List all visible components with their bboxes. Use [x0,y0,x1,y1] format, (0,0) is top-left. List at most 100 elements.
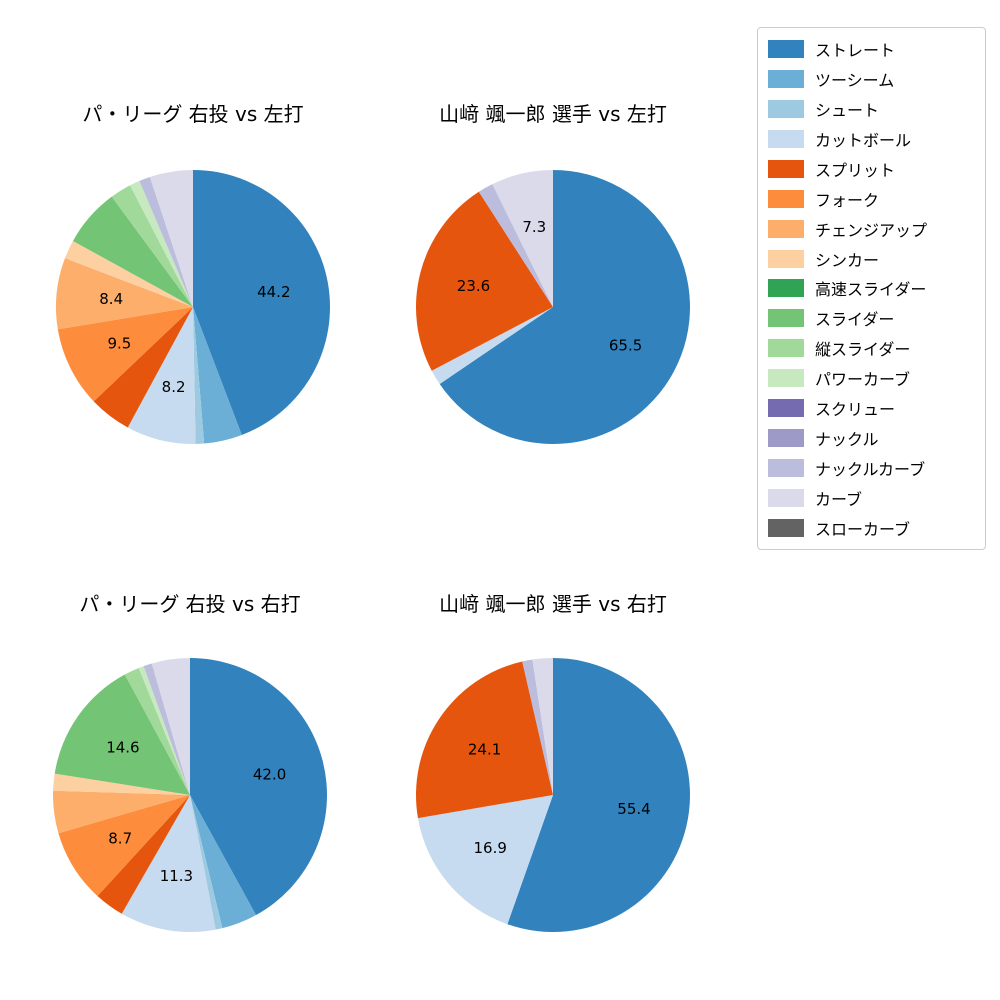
pie-svg-yamazaki-vs-left: 65.5 23.6 7.3 [415,170,690,444]
pie-slice [55,258,193,330]
legend-label: スライダー [815,310,895,330]
legend-label: カーブ [815,490,863,510]
pie-slice [97,795,190,914]
legend-swatch [768,459,804,478]
pie-title-yamazaki-vs-left: 山﨑 颯一郎 選手 vs 左打 [439,102,667,126]
legend: ストレートツーシームシュートカットボール スプリットフォークチェンジアップ シンカー… [757,27,986,550]
pie-slice-label: 9.5 [107,335,131,353]
pie-slice [124,667,190,795]
pie-slice [492,170,553,307]
pie-slice [417,795,553,925]
pie-slice-label: 44.2 [257,283,290,301]
legend-swatch [768,309,804,328]
legend-label: スプリット [815,160,896,180]
legend-swatch [768,189,804,208]
pie-slice [507,658,690,932]
legend-label: ナックル [815,430,879,450]
pie-slice [93,307,193,428]
pie-slice [190,795,256,929]
legend-swatch [768,39,804,58]
pie-slice [190,658,327,916]
pie-svg-pa-league-vs-right: 42.0 11.3 8.7 14.6 [53,658,327,932]
pie-slice-label: 8.7 [108,829,132,847]
pie-slice [532,658,553,795]
legend-label: フォーク [815,190,880,210]
legend-item: スライダー [768,306,975,330]
pie-slice [138,666,190,795]
pie-slice-label: 55.4 [617,800,650,818]
legend-label: 縦スライダー [815,340,911,360]
pie-slice-label: 16.9 [473,839,506,857]
pie-slice [53,773,190,795]
pie-slice-label: 8.2 [162,378,186,396]
legend-label: パワーカーブ [815,370,911,390]
legend-item: 縦スライダー [768,336,975,360]
legend-item: シュート [768,97,975,121]
legend-swatch [768,489,804,508]
legend-item: ツーシーム [768,67,975,91]
legend-label: シュート [815,100,880,120]
pie-slice-label: 11.3 [160,867,193,885]
legend-item: パワーカーブ [768,366,975,390]
legend-label: チェンジアップ [815,220,928,240]
pie-slice [416,661,553,819]
pie-slice-label: 42.0 [253,766,286,784]
pie-slice-label: 7.3 [522,218,546,236]
legend-item: カーブ [768,486,975,510]
legend-swatch [768,99,804,118]
pie-slice [193,170,330,435]
pie-slice [130,180,193,307]
legend-item: ナックルカーブ [768,456,975,480]
legend-item: ストレート [768,37,975,61]
pie-slice-label: 65.5 [609,337,642,355]
legend-swatch [768,399,804,418]
pie-slice [193,307,205,444]
legend-item: 高速スライダー [768,276,975,300]
legend-item: チェンジアップ [768,217,975,241]
legend-swatch [768,69,804,88]
pie-slice [190,795,223,930]
pie-slice [139,176,193,307]
legend-item: カットボール [768,127,975,151]
legend-swatch [768,429,804,448]
legend-label: カットボール [815,130,912,150]
pie-slice [58,795,190,897]
pie-title-pa-league-vs-left: パ・リーグ 右投 vs 左打 [82,102,304,126]
pie-slice [151,658,190,795]
legend-item: フォーク [768,187,975,211]
legend-label: ナックルカーブ [815,460,926,480]
pie-slice [127,307,196,445]
legend-item: スプリット [768,157,975,181]
legend-label: スローカーブ [815,519,911,539]
pie-slice [57,307,193,402]
legend-swatch [768,159,804,178]
legend-label: 高速スライダー [815,280,927,300]
pie-slice [72,196,193,307]
legend-label: スクリュー [815,400,896,420]
pie-slice-label: 24.1 [468,740,501,758]
pie-slice [53,790,191,834]
legend-swatch [768,369,804,388]
legend-label: ツーシーム [815,70,895,90]
legend-item: ナックル [768,426,975,450]
pie-slice [478,184,553,307]
pie-slice-label: 8.4 [99,290,123,308]
pie-slice [143,663,190,795]
pie-slice [149,170,193,307]
legend-swatch [768,219,804,238]
pie-slice [111,185,193,307]
legend-swatch [768,518,804,537]
legend-item: スクリュー [768,396,975,420]
pie-slice-label: 14.6 [106,739,139,757]
pie-title-yamazaki-vs-right: 山﨑 颯一郎 選手 vs 右打 [439,592,667,616]
legend-item: スローカーブ [768,516,975,540]
pie-slice [431,307,553,385]
pie-slice [415,191,553,371]
pie-slice [522,659,553,795]
legend-label: シンカー [815,250,880,270]
legend-swatch [768,339,804,358]
legend-swatch [768,249,804,268]
pie-svg-pa-league-vs-left: 44.2 8.2 9.5 8.4 [55,170,330,445]
pie-slice [54,674,190,795]
